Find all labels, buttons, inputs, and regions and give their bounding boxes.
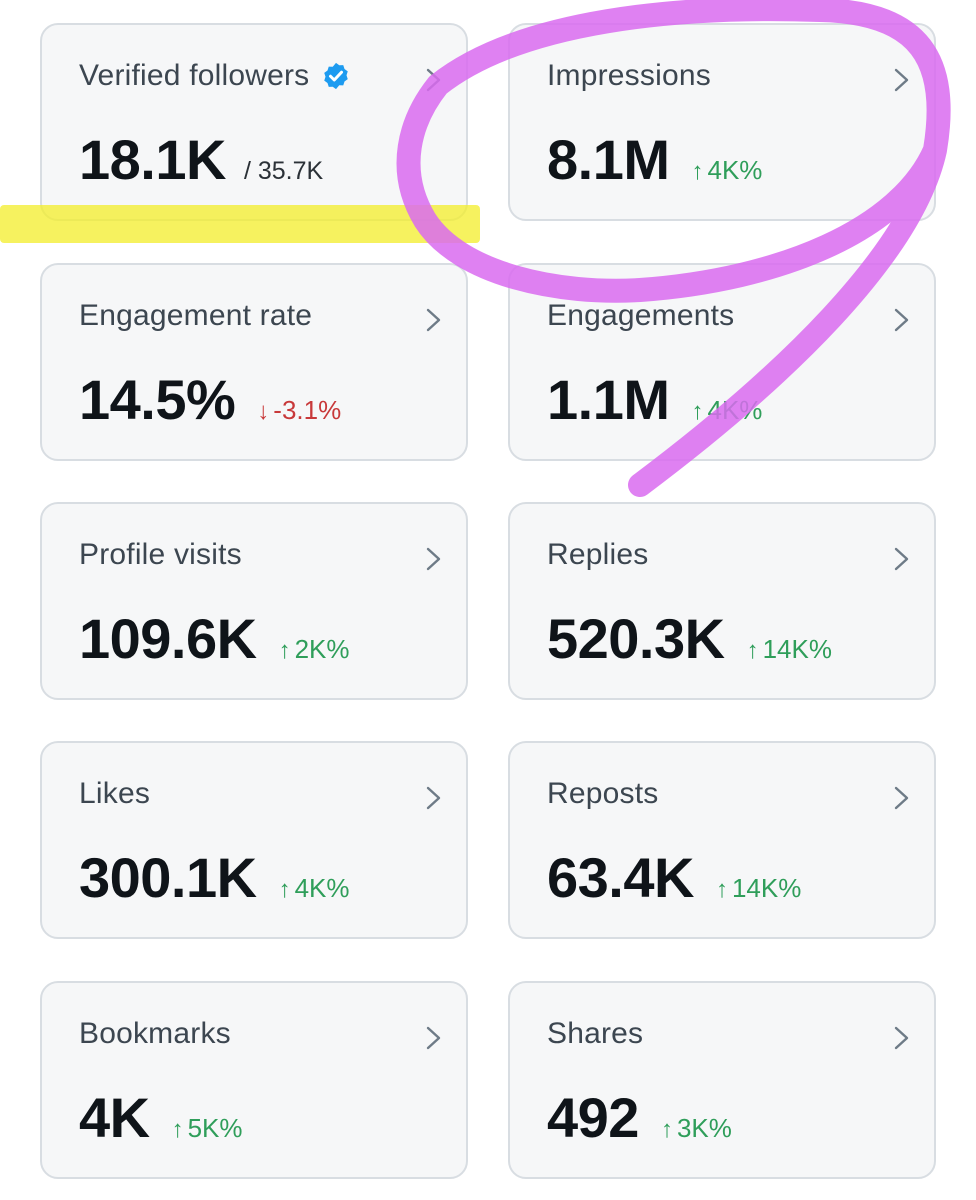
chevron-right-icon[interactable]: [892, 307, 912, 333]
card-label: Shares: [547, 1017, 644, 1050]
chevron-right-icon[interactable]: [892, 546, 912, 572]
value-row: 18.1K / 35.7K: [79, 127, 323, 192]
card-label: Bookmarks: [79, 1017, 231, 1050]
value-row: 63.4K ↑ 14K%: [547, 845, 801, 910]
card-profile-visits[interactable]: Profile visits 109.6K ↑ 2K%: [40, 502, 468, 700]
metric-change: ↑ 4K%: [692, 155, 763, 186]
metric-value: 109.6K: [79, 607, 257, 670]
change-value: 2K%: [294, 634, 350, 664]
metric-value: 492: [547, 1086, 639, 1149]
chevron-right-icon[interactable]: [424, 785, 444, 811]
change-value: 3K%: [676, 1113, 732, 1143]
card-verified-followers[interactable]: Verified followers 18.1K / 35.7K: [40, 23, 468, 221]
arrow-up-icon: ↑: [691, 158, 704, 185]
metric-change: ↑ 14K%: [716, 873, 801, 904]
metric-value: 14.5%: [79, 368, 236, 431]
arrow-down-icon: ↓: [257, 398, 270, 425]
value-row: 1.1M ↑ 4K%: [547, 367, 762, 432]
change-value: -3.1%: [273, 395, 342, 425]
card-likes[interactable]: Likes 300.1K ↑ 4K%: [40, 741, 468, 939]
metric-total: / 35.7K: [243, 157, 324, 185]
card-shares[interactable]: Shares 492 ↑ 3K%: [508, 981, 936, 1179]
chevron-right-icon[interactable]: [892, 785, 912, 811]
metric-value: 63.4K: [547, 846, 694, 909]
value-row: 14.5% ↓ -3.1%: [79, 367, 341, 432]
arrow-up-icon: ↑: [691, 398, 704, 425]
card-label: Profile visits: [79, 538, 242, 571]
metric-value: 1.1M: [547, 368, 670, 431]
card-label-wrap: Verified followers: [79, 59, 351, 93]
change-value: 5K%: [187, 1113, 243, 1143]
change-value: 4K%: [294, 873, 350, 903]
value-row: 4K ↑ 5K%: [79, 1085, 243, 1150]
chevron-right-icon[interactable]: [424, 67, 444, 93]
metric-value: 18.1K: [79, 128, 226, 191]
chevron-right-icon[interactable]: [424, 546, 444, 572]
change-value: 14K%: [762, 634, 832, 664]
metric-change: ↑ 4K%: [692, 395, 763, 426]
change-value: 4K%: [707, 155, 763, 185]
card-label: Reposts: [547, 777, 659, 810]
value-row: 520.3K ↑ 14K%: [547, 606, 832, 671]
metric-value: 8.1M: [547, 128, 670, 191]
verified-badge-icon: [324, 62, 349, 90]
chevron-right-icon[interactable]: [892, 1025, 912, 1051]
chevron-right-icon[interactable]: [424, 307, 444, 333]
change-value: 14K%: [731, 873, 802, 903]
metric-value: 520.3K: [547, 607, 725, 670]
metric-change: ↑ 5K%: [172, 1113, 243, 1144]
card-impressions[interactable]: Impressions 8.1M ↑ 4K%: [508, 23, 936, 221]
card-engagement-rate[interactable]: Engagement rate 14.5% ↓ -3.1%: [40, 263, 468, 461]
metric-change: ↑ 4K%: [279, 873, 350, 904]
card-label: Verified followers: [79, 59, 310, 92]
arrow-up-icon: ↑: [171, 1116, 184, 1143]
chevron-right-icon[interactable]: [424, 1025, 444, 1051]
card-label: Engagement rate: [79, 299, 313, 332]
value-row: 109.6K ↑ 2K%: [79, 606, 350, 671]
card-reposts[interactable]: Reposts 63.4K ↑ 14K%: [508, 741, 936, 939]
card-label: Impressions: [547, 59, 711, 92]
metric-change: ↓ -3.1%: [257, 395, 341, 426]
card-replies[interactable]: Replies 520.3K ↑ 14K%: [508, 502, 936, 700]
value-row: 300.1K ↑ 4K%: [79, 845, 350, 910]
metric-change: ↑ 2K%: [279, 634, 350, 665]
change-value: 4K%: [707, 395, 763, 425]
metric-change: ↑ 14K%: [747, 634, 832, 665]
card-label: Engagements: [547, 299, 735, 332]
card-label: Likes: [79, 777, 151, 810]
chevron-right-icon[interactable]: [892, 67, 912, 93]
arrow-up-icon: ↑: [278, 876, 291, 903]
arrow-up-icon: ↑: [278, 637, 291, 664]
value-row: 492 ↑ 3K%: [547, 1085, 732, 1150]
metric-value: 4K: [79, 1086, 150, 1149]
arrow-up-icon: ↑: [746, 637, 759, 664]
value-row: 8.1M ↑ 4K%: [547, 127, 762, 192]
card-bookmarks[interactable]: Bookmarks 4K ↑ 5K%: [40, 981, 468, 1179]
metric-value: 300.1K: [79, 846, 257, 909]
metric-change: ↑ 3K%: [661, 1113, 732, 1144]
card-label: Replies: [547, 538, 649, 571]
arrow-up-icon: ↑: [715, 876, 728, 903]
arrow-up-icon: ↑: [660, 1116, 673, 1143]
card-engagements[interactable]: Engagements 1.1M ↑ 4K%: [508, 263, 936, 461]
